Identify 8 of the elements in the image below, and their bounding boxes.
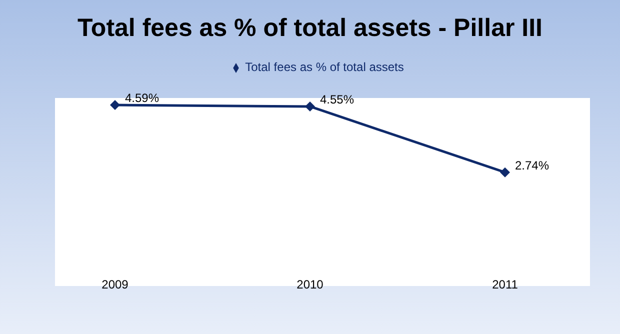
legend-label: Total fees as % of total assets [245, 60, 404, 74]
x-tick-label: 2010 [296, 278, 324, 292]
data-label: 4.55% [320, 92, 354, 106]
x-tick-label: 2011 [492, 278, 518, 292]
chart-title: Total fees as % of total assets - Pillar III [76, 14, 544, 43]
data-label: 4.59% [125, 91, 160, 106]
x-tick-label: 2009 [102, 278, 129, 292]
data-label: 2.74% [515, 158, 550, 172]
